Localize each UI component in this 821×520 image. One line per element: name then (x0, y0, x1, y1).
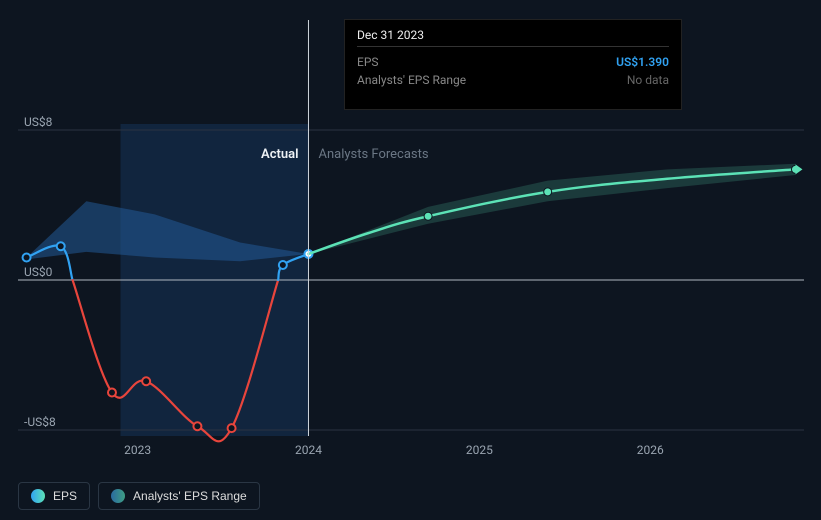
x-axis-label: 2023 (124, 443, 151, 457)
x-axis-label: 2025 (466, 443, 493, 457)
tooltip-date: Dec 31 2023 (357, 28, 669, 42)
tooltip-divider (357, 46, 669, 47)
tooltip-metric-label: EPS (357, 53, 379, 71)
legend-item[interactable]: Analysts' EPS Range (98, 482, 260, 510)
legend-item[interactable]: EPS (18, 482, 90, 510)
tooltip-row: EPS US$1.390 (357, 53, 669, 71)
region-label-actual: Actual (261, 147, 298, 162)
tooltip-row: Analysts' EPS Range No data (357, 71, 669, 89)
region-label-forecast: Analysts Forecasts (318, 147, 428, 162)
eps-actual-marker[interactable] (108, 389, 116, 397)
legend-swatch-icon (111, 489, 125, 503)
chart-tooltip: Dec 31 2023 EPSUS$1.390Analysts' EPS Ran… (344, 19, 682, 110)
x-axis-label: 2024 (295, 443, 322, 457)
x-axis-label: 2026 (637, 443, 664, 457)
chart-legend: EPS Analysts' EPS Range (18, 482, 260, 510)
legend-label: EPS (53, 489, 77, 503)
eps-actual-marker[interactable] (57, 242, 65, 250)
eps-chart-container: { "chart": { "width": 821, "height": 520… (0, 0, 821, 520)
eps-actual-marker[interactable] (23, 254, 31, 262)
y-axis-label: US$8 (24, 115, 53, 129)
eps-actual-marker[interactable] (279, 261, 287, 269)
legend-swatch-icon (31, 489, 45, 503)
eps-actual-marker[interactable] (193, 422, 201, 430)
eps-actual-marker[interactable] (228, 424, 236, 432)
eps-forecast-marker[interactable] (544, 188, 552, 196)
eps-actual-marker[interactable] (142, 377, 150, 385)
y-axis-label: -US$8 (24, 415, 56, 429)
legend-label: Analysts' EPS Range (133, 489, 247, 503)
y-axis-label: US$0 (24, 265, 53, 279)
tooltip-metric-label: Analysts' EPS Range (357, 71, 466, 89)
tooltip-metric-value: US$1.390 (616, 53, 669, 71)
eps-forecast-marker[interactable] (424, 212, 432, 220)
tooltip-metric-value: No data (627, 71, 669, 89)
